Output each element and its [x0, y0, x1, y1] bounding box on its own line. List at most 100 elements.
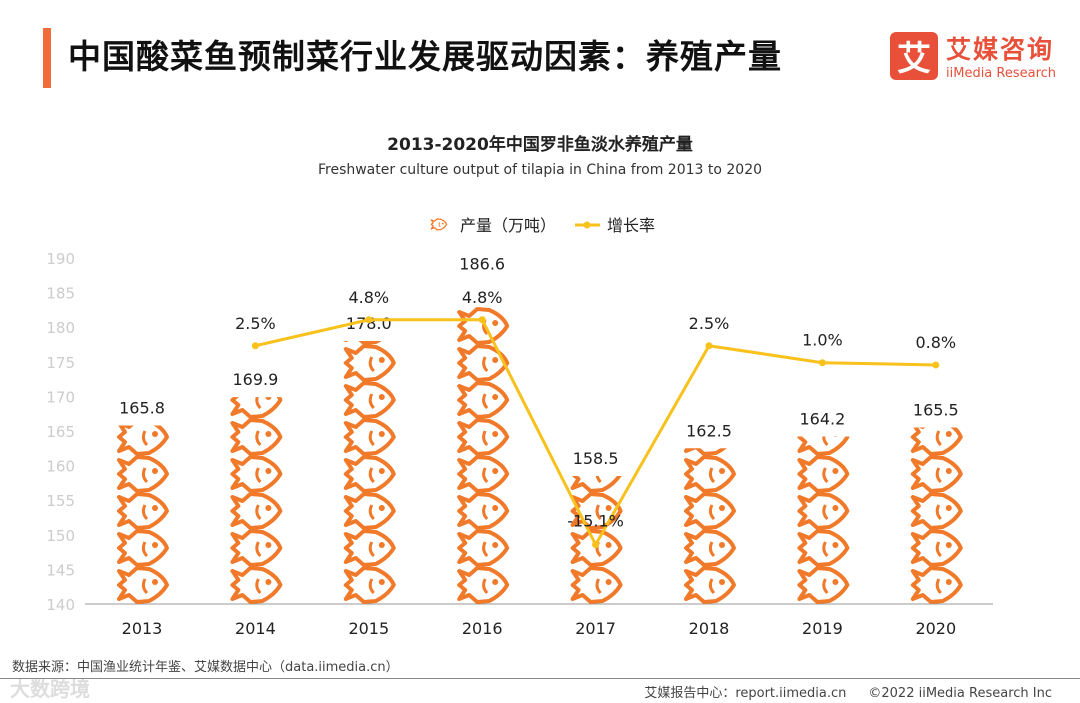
fish-icon [343, 418, 396, 456]
bar-2020 [910, 427, 963, 604]
growth-point [705, 342, 713, 350]
fish-icon [910, 529, 963, 567]
fish-icon [117, 455, 169, 493]
legend-fish-icon [430, 218, 448, 231]
fish-icon [910, 455, 963, 493]
footer-divider [0, 678, 1080, 679]
fish-icon [230, 566, 283, 604]
page-title: 中国酸菜鱼预制菜行业发展驱动因素：养殖产量 [68, 37, 782, 76]
fish-icon [457, 566, 510, 604]
growth-label: 4.8% [348, 288, 389, 307]
fish-icon [230, 529, 283, 567]
bar-value-label: 169.9 [232, 370, 278, 389]
y-tick-label: 185 [46, 285, 75, 303]
fish-icon [684, 455, 736, 493]
fish-icon [119, 346, 167, 380]
fish-icon [457, 455, 510, 493]
watermark: 大数跨境 [10, 677, 90, 701]
fish-icon [117, 566, 169, 604]
fish-icon [684, 529, 736, 567]
x-tick-label: 2019 [802, 619, 843, 638]
fish-icon [457, 344, 510, 382]
bar-value-label: 186.6 [459, 255, 505, 274]
chart-subtitle: Freshwater culture output of tilapia in … [317, 162, 763, 178]
source-note: 数据来源：中国渔业统计年鉴、艾媒数据中心（data.iimedia.cn） [12, 660, 399, 675]
fish-icon [343, 344, 396, 382]
fish-icon [684, 492, 736, 530]
x-tick-label: 2016 [462, 619, 503, 638]
fish-icon [343, 566, 396, 604]
bar-2013 [117, 309, 169, 604]
y-tick-label: 160 [46, 458, 75, 476]
fish-icon [343, 492, 396, 530]
x-tick-label: 2013 [122, 619, 163, 638]
fish-icon [117, 425, 169, 456]
y-tick-label: 170 [46, 388, 75, 406]
growth-point [932, 361, 940, 369]
legend-production: 产量（万吨） [460, 216, 556, 235]
fish-icon [230, 455, 283, 493]
fish-icon [573, 309, 621, 343]
x-tick-label: 2014 [235, 619, 276, 638]
y-tick-label: 150 [46, 527, 75, 545]
bar-value-label: 158.5 [573, 449, 619, 468]
bar-2015 [343, 341, 396, 604]
growth-label: 2.5% [689, 314, 730, 333]
fish-icon [457, 492, 510, 530]
fish-icon [573, 346, 621, 380]
fish-icon [797, 529, 850, 567]
fish-icon [117, 529, 169, 567]
x-tick-label: 2020 [915, 619, 956, 638]
fish-icon [797, 455, 850, 493]
chart: 140 145 150 155 160 165 170 175 180 185 190 165.8 20… [46, 216, 993, 638]
bar-2018 [684, 383, 736, 604]
growth-label: 0.8% [915, 333, 956, 352]
logo-mark: 艾 [890, 31, 938, 80]
fish-icon [797, 566, 850, 604]
fish-icon [457, 418, 510, 456]
growth-label: -15.1% [567, 512, 624, 531]
legend-growth: 增长率 [607, 216, 655, 235]
fish-icon [117, 492, 169, 530]
y-tick-label: 145 [46, 561, 75, 579]
fish-icon [570, 566, 623, 604]
fish-icon [686, 383, 734, 417]
x-tick-label: 2015 [348, 619, 389, 638]
fish-icon [343, 529, 396, 567]
fish-icon [119, 309, 167, 343]
y-tick-label: 180 [46, 319, 75, 337]
fish-icon [457, 381, 510, 419]
fish-icon [457, 307, 510, 345]
fish-icon [457, 529, 510, 567]
copyright: ©2022 iiMedia Research Inc [868, 686, 1052, 701]
bar-value-label: 165.8 [119, 398, 165, 417]
bar-2019 [797, 436, 850, 604]
fish-icon [343, 455, 396, 493]
legend: 产量（万吨） 增长率 [430, 216, 655, 235]
legend-line-dot [583, 221, 591, 229]
logo: 艾 艾媒咨询 iiMedia Research [890, 30, 1056, 81]
fish-icon [910, 427, 963, 456]
x-tick-label: 2017 [575, 619, 616, 638]
growth-point [592, 541, 600, 549]
logo-cn: 艾媒咨询 [946, 35, 1055, 64]
logo-en: iiMedia Research [946, 66, 1057, 81]
bar-value-label: 164.2 [799, 410, 845, 429]
fish-icon [343, 381, 396, 419]
fish-icon [573, 383, 621, 417]
footer: 艾媒报告中心：report.iimedia.cn ©2022 iiMedia Re… [622, 682, 1052, 701]
y-tick-label: 155 [46, 492, 75, 510]
bar-value-label: 162.5 [686, 421, 732, 440]
y-tick-label: 175 [46, 354, 75, 372]
growth-point [818, 359, 826, 367]
report-link[interactable]: 艾媒报告中心：report.iimedia.cn [644, 686, 847, 701]
fish-icon [910, 492, 963, 530]
fish-icon [230, 492, 283, 530]
fish-icon [230, 418, 283, 456]
y-tick-label: 140 [46, 596, 75, 614]
growth-point [251, 342, 259, 350]
y-tick-label: 165 [46, 423, 75, 441]
bar-2014 [230, 397, 283, 604]
growth-label: 1.0% [802, 331, 843, 350]
growth-label: 4.8% [462, 288, 503, 307]
